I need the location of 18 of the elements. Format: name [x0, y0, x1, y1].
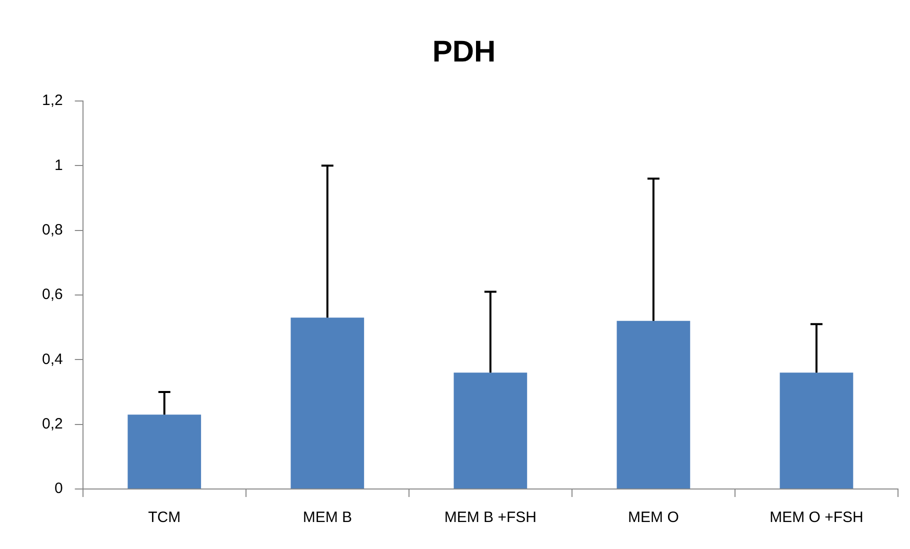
y-tick-label: 0,6	[42, 286, 63, 304]
y-tick-label: 0,4	[42, 350, 63, 368]
chart-title: PDH	[432, 35, 496, 68]
y-tick-label: 0,2	[42, 415, 63, 432]
bar	[290, 318, 364, 488]
x-tick-label: MEM O	[628, 509, 679, 526]
bar	[616, 320, 690, 488]
x-tick-label: MEM B +FSH	[444, 509, 536, 526]
bar	[454, 372, 528, 488]
x-tick-label: TCM	[148, 509, 181, 526]
x-tick-label: MEM O +FSH	[770, 509, 864, 526]
y-tick-label: 1	[54, 156, 63, 174]
bar	[128, 414, 202, 488]
x-tick-label: MEM B	[302, 509, 352, 526]
y-tick-label: 0,8	[42, 221, 63, 238]
y-tick-label: 1,2	[42, 92, 63, 110]
bar	[780, 372, 854, 488]
y-tick-label: 0	[54, 480, 63, 498]
